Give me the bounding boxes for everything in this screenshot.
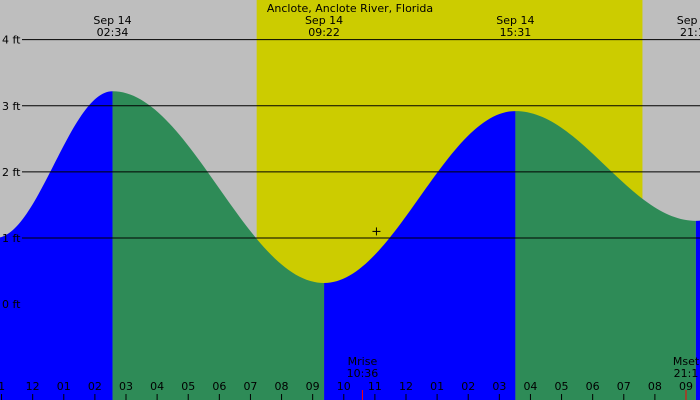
rising-tide-area [324, 111, 516, 400]
hour-tick-label: 12 [26, 380, 40, 393]
hour-axis: 1 12 01 02 03 04 05 06 07 08 09 10 11 12 01 02 03 04 05 06 0… [0, 380, 693, 400]
hour-tick-label: 08 [648, 380, 662, 393]
hour-tick-label: 10 [337, 380, 351, 393]
hour-tick-label: 12 [399, 380, 413, 393]
moon-event-time: 10:36 [347, 367, 379, 380]
hour-tick-label: 03 [119, 380, 133, 393]
height-tick-label: 1 ft [2, 232, 21, 245]
extreme-time-label: 15:31 [500, 26, 532, 39]
hour-tick-label: 01 [430, 380, 444, 393]
moon-event-label: Mset [673, 355, 700, 368]
extreme-date-label: Sep 14 [496, 14, 534, 27]
hour-tick-label: 1 [0, 380, 5, 393]
hour-tick-label: 03 [492, 380, 506, 393]
hour-tick-label: 09 [306, 380, 320, 393]
hour-tick-label: 09 [679, 380, 693, 393]
hour-tick-label: 07 [243, 380, 257, 393]
extreme-date-label: Sep 14 [93, 14, 131, 27]
falling-tide-area [515, 111, 696, 400]
height-tick-label: 3 ft [2, 100, 21, 113]
hour-tick-label: 05 [181, 380, 195, 393]
hour-tick-label: 04 [523, 380, 537, 393]
hour-tick-label: 04 [150, 380, 164, 393]
height-tick-label: 0 ft [2, 298, 21, 311]
extreme-time-label: 09:22 [308, 26, 340, 39]
hour-tick-label: 11 [368, 380, 382, 393]
rising-tide-area [0, 91, 113, 400]
current-time-marker [372, 227, 381, 236]
hour-tick-label: 06 [212, 380, 226, 393]
rising-tide-area [695, 220, 700, 400]
height-tick-label: 4 ft [2, 34, 21, 47]
extreme-date-label: Sep 14 [677, 14, 700, 27]
height-gridlines: 0 ft 1 ft 2 ft 3 ft 4 ft [2, 34, 700, 311]
hour-tick-label: 02 [461, 380, 475, 393]
extreme-date-label: Sep 14 [305, 14, 343, 27]
hour-tick-label: 06 [586, 380, 600, 393]
hour-tick-label: 08 [275, 380, 289, 393]
hour-tick-label: 02 [88, 380, 102, 393]
hour-tick-label: 07 [617, 380, 631, 393]
extreme-time-label: 21:19 [680, 26, 700, 39]
hour-tick-label: 01 [57, 380, 71, 393]
chart-title: Anclote, Anclote River, Florida [267, 2, 433, 15]
height-tick-label: 2 ft [2, 166, 21, 179]
extreme-time-label: 02:34 [97, 26, 129, 39]
falling-tide-area [112, 91, 325, 400]
moon-event-time: 21:1 [674, 367, 699, 380]
hour-tick-label: 05 [555, 380, 569, 393]
moon-event-label: Mrise [348, 355, 378, 368]
tide-areas [0, 91, 700, 400]
